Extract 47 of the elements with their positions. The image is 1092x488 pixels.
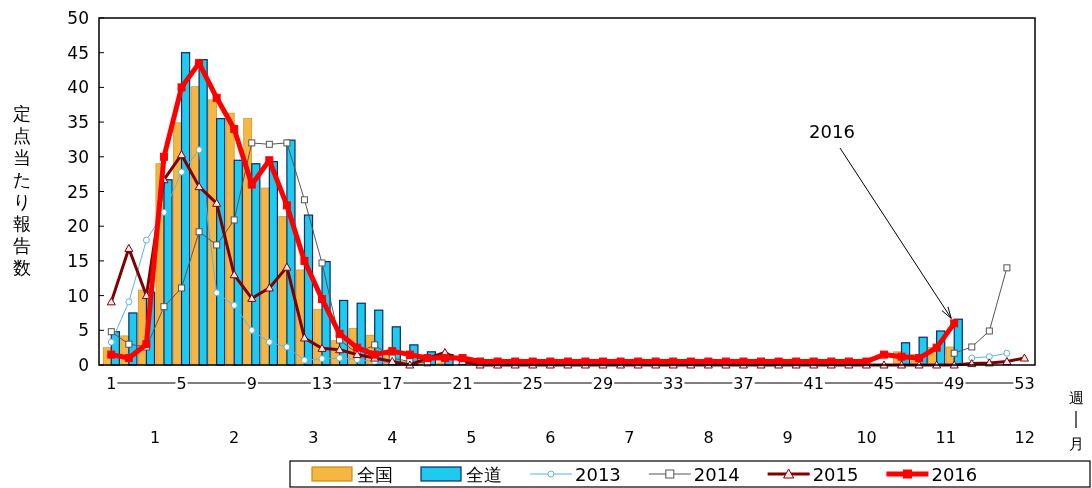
x2-tick-label: 11 [935,428,956,447]
y-tick-label: 10 [67,285,89,306]
x2-tick-label: 7 [624,428,635,447]
x-tick-label: 21 [452,374,473,393]
legend-label: 全国 [357,464,393,485]
legend-label: 2013 [575,464,621,485]
y-tick-label: 15 [67,250,89,271]
y-tick-label: 5 [78,320,89,341]
y-tick-label: 25 [67,181,89,202]
y-tick-label: 35 [67,112,89,133]
x-tick-label: 17 [382,374,403,393]
x2-axis-title: 月 [1068,435,1084,453]
legend-label: 2016 [931,464,978,485]
y-tick-label: 20 [67,216,89,237]
x-tick-label: 5 [176,374,187,393]
x2-tick-label: 1 [150,428,161,447]
x-axis-title: 週 [1068,389,1084,407]
x-tick-label: 53 [1014,374,1035,393]
x2-tick-label: 12 [1014,428,1035,447]
x-tick-label: 9 [246,374,257,393]
x-tick-label: 25 [522,374,543,393]
x-tick-label: 49 [944,374,965,393]
y-tick-label: 0 [78,355,89,375]
x-tick-label: 1 [106,374,117,393]
x2-tick-label: 9 [782,428,793,447]
x2-tick-label: 3 [308,428,319,447]
y-tick-label: 45 [67,42,89,63]
legend-label: 2014 [693,464,740,485]
x2-tick-label: 4 [387,428,398,447]
x-tick-label: 41 [803,374,824,393]
x-tick-label: 45 [873,374,895,393]
x2-tick-label: 5 [466,428,477,447]
x2-tick-label: 6 [545,428,556,447]
legend-label: 全道 [466,464,502,485]
y-tick-label: 50 [67,8,89,28]
x2-tick-label: 2 [229,428,240,447]
y-axis-title: 定点当たり報告数 [13,103,31,278]
annotation: 2016 [809,121,855,142]
x2-tick-label: 8 [703,428,714,447]
x-tick-label: 13 [311,374,333,393]
x2-tick-label: 10 [856,428,877,447]
y-tick-label: 30 [67,146,89,167]
x-tick-label: 33 [663,374,684,393]
y-tick-label: 40 [67,77,89,98]
legend-label: 2015 [812,464,859,485]
x-tick-label: 37 [733,374,754,393]
x-tick-label: 29 [592,374,614,393]
